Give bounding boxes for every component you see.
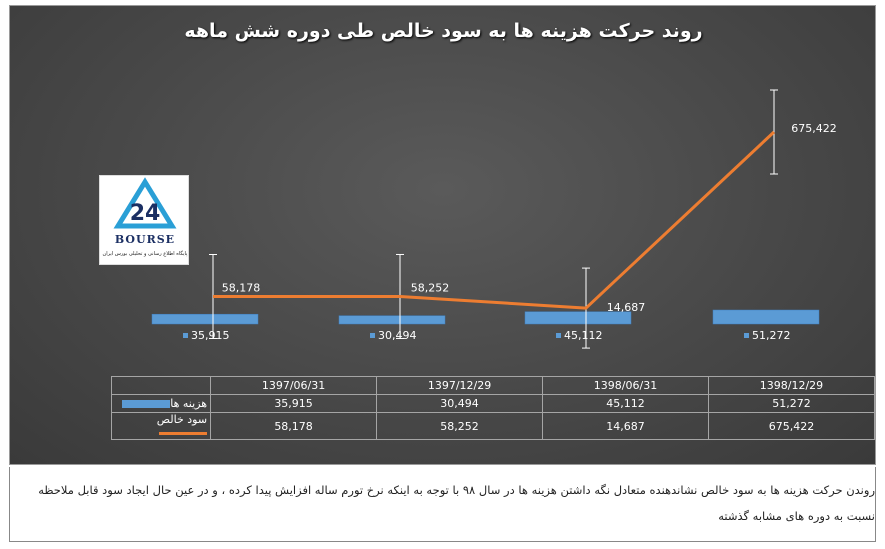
bar-costs bbox=[151, 313, 259, 325]
bourse-logo: 24 BOURSE پایگاه اطلاع رسانی و تحلیلی بو… bbox=[99, 175, 189, 265]
bar-data-label: 51,272 bbox=[752, 329, 791, 342]
table-row-profit: سود خالص 58,178 58,252 14,687 675,422 bbox=[110, 412, 876, 440]
chart-panel: روند حرکت هزینه ها به سود خالص طی دوره ش… bbox=[9, 5, 876, 465]
legend-costs-label: هزینه ها bbox=[170, 397, 208, 410]
table-cell: 30,494 bbox=[376, 394, 544, 413]
line-data-label: 58,252 bbox=[411, 281, 450, 294]
table-cell: 45,112 bbox=[542, 394, 709, 413]
line-net-profit bbox=[212, 130, 776, 310]
table-row-costs: هزینه ها 35,915 30,494 45,112 51,272 bbox=[110, 394, 876, 413]
table-cell: 35,915 bbox=[210, 394, 378, 413]
table-cell: 58,252 bbox=[376, 412, 544, 440]
legend-bar-key-icon bbox=[122, 400, 171, 408]
bar-costs bbox=[712, 309, 820, 325]
table-corner bbox=[110, 376, 212, 395]
legend-line-key-icon bbox=[159, 431, 208, 435]
chart-data-table: 1397/06/31 1397/12/29 1398/06/31 1398/12… bbox=[110, 376, 876, 440]
svg-text:24: 24 bbox=[130, 201, 161, 226]
legend-profit: سود خالص bbox=[110, 412, 212, 440]
bar-label-marker bbox=[744, 333, 749, 338]
table-cell: 51,272 bbox=[707, 394, 876, 413]
line-data-label: 58,178 bbox=[222, 281, 261, 294]
bar-label-marker bbox=[556, 333, 561, 338]
chart-title: روند حرکت هزینه ها به سود خالص طی دوره ش… bbox=[184, 20, 703, 42]
bar-costs bbox=[524, 311, 632, 325]
logo-subtitle: پایگاه اطلاع رسانی و تحلیلی بورس ایران bbox=[102, 251, 188, 257]
bar-data-label: 30,494 bbox=[378, 329, 417, 342]
legend-profit-label: سود خالص bbox=[156, 413, 208, 426]
table-cell: 14,687 bbox=[542, 412, 709, 440]
table-header-row: 1397/06/31 1397/12/29 1398/06/31 1398/12… bbox=[110, 376, 876, 395]
line-data-label: 14,687 bbox=[607, 301, 646, 314]
logo-mark-icon: 24 bbox=[113, 177, 177, 229]
table-cell: 58,178 bbox=[210, 412, 378, 440]
legend-costs: هزینه ها bbox=[110, 394, 212, 413]
bar-costs bbox=[338, 315, 446, 325]
logo-word: BOURSE bbox=[114, 233, 176, 246]
table-header-cell: 1398/12/29 bbox=[707, 376, 876, 395]
note-border bbox=[9, 467, 876, 542]
table-header-cell: 1397/12/29 bbox=[376, 376, 544, 395]
table-header-cell: 1398/06/31 bbox=[542, 376, 709, 395]
bar-label-marker bbox=[183, 333, 188, 338]
bar-data-label: 35,915 bbox=[191, 329, 230, 342]
line-data-label: 675,422 bbox=[791, 122, 837, 135]
chart-note: روندن حرکت هزینه ها به سود خالص نشاندهند… bbox=[38, 483, 875, 523]
bar-data-label: 45,112 bbox=[564, 329, 603, 342]
bar-label-marker bbox=[370, 333, 375, 338]
table-cell: 675,422 bbox=[707, 412, 876, 440]
chart-plot: 58,178 58,252 14,687 675,422 35,915 30,494 45,… bbox=[151, 89, 837, 349]
table-header-cell: 1397/06/31 bbox=[210, 376, 378, 395]
